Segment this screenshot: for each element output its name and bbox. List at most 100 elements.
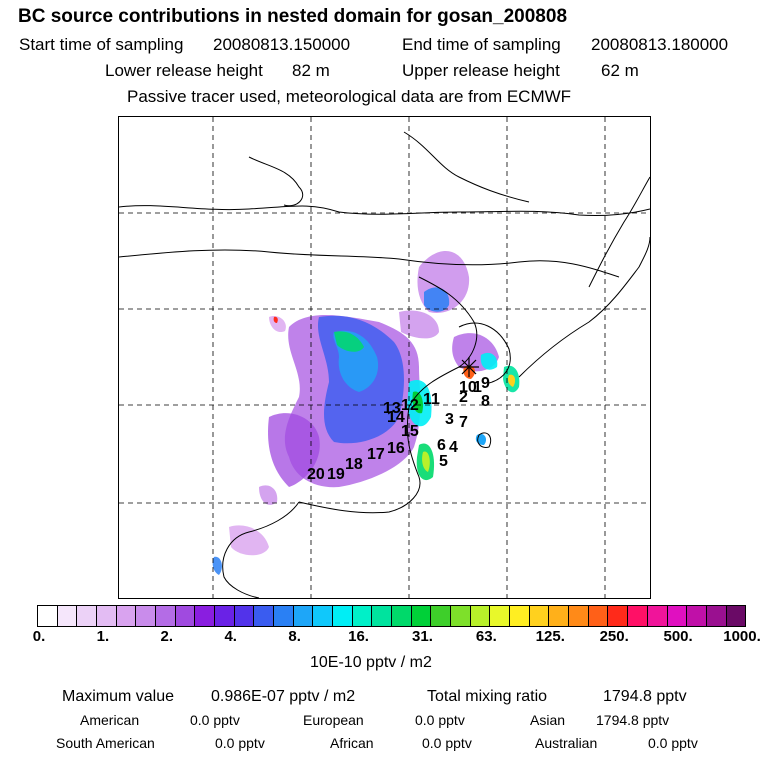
receptor-marker xyxy=(459,357,479,377)
colorbar-tick-label: 125. xyxy=(535,628,565,645)
colorbar-segment xyxy=(549,606,570,626)
american-label: American xyxy=(80,712,140,728)
colorbar-segment xyxy=(569,606,589,626)
colorbar-segment xyxy=(97,606,117,626)
colorbar-tick-label: 2. xyxy=(160,628,174,645)
total-mixing-label: Total mixing ratio xyxy=(427,688,548,705)
upper-height-label: Upper release height xyxy=(402,61,560,80)
colorbar-segment xyxy=(628,606,648,626)
source-label-19: 19 xyxy=(327,466,345,483)
total-mixing-value: 1794.8 pptv xyxy=(603,688,687,705)
colorbar-segment xyxy=(411,606,432,626)
colorbar xyxy=(37,605,746,627)
source-label-20: 20 xyxy=(307,466,325,483)
source-label-10: 10 xyxy=(459,379,477,396)
colorbar-tick-label: 63. xyxy=(475,628,497,645)
colorbar-segment xyxy=(588,606,609,626)
colorbar-segment xyxy=(372,606,393,626)
colorbar-tick-label: 16. xyxy=(348,628,369,645)
graticule xyxy=(119,117,650,598)
map-svg xyxy=(119,117,650,598)
colorbar-tick-label: 0. xyxy=(32,628,46,645)
upper-height-value: 62 m xyxy=(601,61,639,80)
map-panel: 10 9 2 8 11 13 12 14 15 3 7 16 17 18 19 … xyxy=(118,116,651,599)
concentration-plume xyxy=(212,250,520,575)
colorbar-segment xyxy=(254,606,275,626)
colorbar-segment xyxy=(116,606,137,626)
european-value: 0.0 pptv xyxy=(415,712,465,728)
colorbar-segment xyxy=(77,606,98,626)
colorbar-segment xyxy=(706,606,727,626)
plot-title: BC source contributions in nested domain… xyxy=(18,6,568,27)
source-label-17: 17 xyxy=(367,446,385,463)
colorbar-tick-label: 4. xyxy=(224,628,237,645)
colorbar-segment xyxy=(687,606,707,626)
source-label-2: 2 xyxy=(459,389,468,406)
colorbar-segment xyxy=(392,606,412,626)
colorbar-segment xyxy=(38,606,58,626)
colorbar-segment xyxy=(313,606,334,626)
asian-value: 1794.8 pptv xyxy=(596,712,670,728)
source-label-15: 15 xyxy=(401,423,419,440)
source-label-14: 14 xyxy=(387,409,405,426)
source-label-1: 1 xyxy=(473,379,482,396)
australian-label: Australian xyxy=(535,735,598,751)
australian-value: 0.0 pptv xyxy=(648,735,698,751)
end-time-label: End time of sampling xyxy=(402,35,561,54)
colorbar-tick-label: 500. xyxy=(663,628,693,645)
south-american-label: South American xyxy=(56,735,155,751)
colorbar-segment xyxy=(726,606,746,626)
south-american-value: 0.0 pptv xyxy=(215,735,265,751)
source-label-6: 6 xyxy=(437,437,446,454)
colorbar-segment xyxy=(333,606,353,626)
source-label-7: 7 xyxy=(459,414,468,431)
european-label: European xyxy=(303,712,364,728)
source-label-3: 3 xyxy=(445,411,454,428)
colorbar-units: 10E-10 pptv / m2 xyxy=(310,654,432,671)
colorbar-segment xyxy=(195,606,216,626)
colorbar-tick-label: 31. xyxy=(412,628,433,645)
colorbar-segment xyxy=(136,606,157,626)
lower-height-value: 82 m xyxy=(292,61,330,80)
source-label-18: 18 xyxy=(345,456,363,473)
colorbar-segment xyxy=(647,606,668,626)
colorbar-segment xyxy=(274,606,294,626)
source-label-12: 12 xyxy=(401,397,419,414)
colorbar-segment xyxy=(470,606,491,626)
max-value: 0.986E-07 pptv / m2 xyxy=(211,688,356,705)
colorbar-segment xyxy=(234,606,255,626)
colorbar-segment xyxy=(490,606,511,626)
colorbar-segment xyxy=(175,606,196,626)
colorbar-tick-label: 1. xyxy=(96,628,110,645)
colorbar-segment xyxy=(510,606,530,626)
african-label: African xyxy=(330,735,374,751)
colorbar-segment xyxy=(156,606,176,626)
american-value: 0.0 pptv xyxy=(190,712,240,728)
colorbar-tick-label: 1000. xyxy=(723,628,761,645)
colorbar-tick-label: 250. xyxy=(599,628,629,645)
asian-label: Asian xyxy=(530,712,566,728)
colorbar-segment xyxy=(215,606,235,626)
colorbar-segment xyxy=(293,606,314,626)
start-time-value: 20080813.150000 xyxy=(213,35,351,54)
source-label-13: 13 xyxy=(383,400,401,417)
start-time-label: Start time of sampling xyxy=(19,35,184,54)
source-label-8: 8 xyxy=(481,393,490,410)
source-label-16: 16 xyxy=(387,440,405,457)
source-label-9: 9 xyxy=(481,375,490,392)
african-value: 0.0 pptv xyxy=(422,735,472,751)
tracer-note: Passive tracer used, meteorological data… xyxy=(127,87,572,106)
lower-height-label: Lower release height xyxy=(105,61,263,80)
colorbar-segment xyxy=(608,606,629,626)
source-label-4: 4 xyxy=(449,439,458,456)
end-time-value: 20080813.180000 xyxy=(591,35,729,54)
colorbar-segment xyxy=(451,606,471,626)
colorbar-segment xyxy=(667,606,688,626)
colorbar-tick-label: 8. xyxy=(288,628,301,645)
max-value-label: Maximum value xyxy=(62,688,175,705)
colorbar-segment xyxy=(431,606,452,626)
colorbar-segment xyxy=(352,606,373,626)
colorbar-segment xyxy=(57,606,78,626)
source-label-5: 5 xyxy=(439,453,448,470)
source-label-11: 11 xyxy=(423,391,440,408)
